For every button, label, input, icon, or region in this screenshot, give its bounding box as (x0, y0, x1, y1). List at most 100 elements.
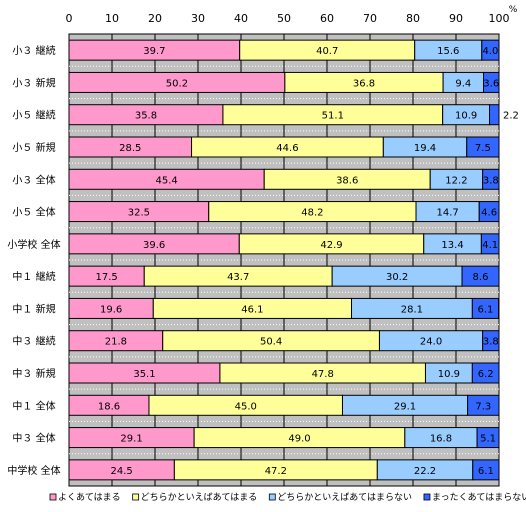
data-label: 29.1 (120, 434, 142, 445)
data-label: 43.7 (227, 272, 249, 283)
category-label: 小５ 全体 (12, 206, 55, 219)
bar-segment (476, 427, 500, 449)
bar-segment (466, 136, 500, 158)
bar-segment (489, 104, 500, 126)
data-label: 4.1 (482, 240, 498, 251)
data-label: 42.9 (320, 240, 342, 251)
data-label: 17.5 (95, 272, 117, 283)
data-label: 4.6 (481, 208, 497, 219)
bar-segment (471, 297, 500, 319)
bar-segment (480, 233, 500, 255)
data-label: 22.2 (414, 466, 436, 477)
data-label: 18.6 (98, 401, 120, 412)
x-tick-label: 60 (320, 12, 334, 25)
data-label: 6.1 (478, 466, 494, 477)
category-label: 中学校 全体 (7, 464, 60, 477)
category-label: 中１ 新規 (12, 302, 55, 315)
data-label: 9.4 (455, 78, 471, 89)
data-label: 32.5 (128, 208, 150, 219)
bar-segment (478, 201, 500, 223)
category-label: 中３ 全体 (12, 432, 55, 445)
data-label: 7.5 (475, 143, 491, 154)
data-label: 19.4 (414, 143, 436, 154)
x-tick-label: 20 (148, 12, 162, 25)
category-label: 中１ 全体 (12, 399, 55, 412)
data-label: 3.8 (483, 337, 499, 348)
data-label: 16.8 (430, 434, 452, 445)
data-label: 50.2 (166, 78, 188, 89)
category-label: 中１ 継続 (12, 270, 55, 283)
data-label: 39.7 (143, 46, 165, 57)
data-label: 3.6 (483, 78, 499, 89)
data-label: 8.6 (473, 272, 489, 283)
legend-swatch (423, 493, 431, 501)
category-label: 中３ 継続 (12, 335, 55, 348)
data-label: 4.0 (482, 46, 498, 57)
data-label: 19.6 (100, 304, 122, 315)
data-label: 36.8 (353, 78, 375, 89)
legend-label: よくあてはまる (58, 492, 121, 503)
legend-swatch (132, 493, 140, 501)
data-label: 6.2 (478, 369, 494, 380)
data-label: 44.6 (276, 143, 298, 154)
data-label: 38.6 (336, 175, 358, 186)
data-label: 47.2 (265, 466, 287, 477)
data-label: 28.5 (119, 143, 141, 154)
data-label: 12.2 (445, 175, 467, 186)
data-label: 35.8 (135, 111, 157, 122)
category-label: 小５ 継続 (12, 109, 55, 122)
legend-label: どちらかといえばあてはまらない (277, 492, 412, 503)
data-label: 48.2 (301, 208, 323, 219)
bar-segment (482, 168, 500, 190)
category-label: 中３ 新規 (12, 367, 55, 380)
data-label: 30.2 (386, 272, 408, 283)
data-label: 51.1 (322, 111, 344, 122)
unit-label: % (509, 5, 518, 15)
bar-segment (472, 459, 500, 481)
data-label: 35.1 (133, 369, 155, 380)
data-label: 47.8 (312, 369, 334, 380)
data-label: 15.6 (437, 46, 459, 57)
data-label: 45.0 (235, 401, 257, 412)
legend-swatch (268, 493, 276, 501)
x-tick-label: 0 (66, 12, 73, 25)
data-label: 7.3 (475, 401, 491, 412)
data-label: 21.8 (105, 337, 127, 348)
data-label: 5.1 (480, 434, 496, 445)
data-label: 24.0 (420, 337, 442, 348)
data-label: 46.1 (241, 304, 263, 315)
legend-swatch (49, 493, 57, 501)
data-label: 2.2 (503, 111, 519, 122)
data-label: 29.1 (394, 401, 416, 412)
data-label: 10.9 (438, 369, 460, 380)
data-label: 24.5 (111, 466, 133, 477)
bar-segment (467, 394, 500, 416)
bar-segment (481, 39, 500, 61)
bar-segment (461, 265, 500, 287)
data-label: 13.4 (441, 240, 463, 251)
data-label: 6.1 (478, 304, 494, 315)
x-tick-label: 100 (489, 12, 510, 25)
data-label: 10.9 (455, 111, 477, 122)
x-tick-label: 10 (105, 12, 119, 25)
bar-segment (483, 71, 500, 93)
legend-label: まったくあてはまらない (432, 492, 526, 503)
data-label: 49.0 (288, 434, 310, 445)
x-tick-label: 30 (191, 12, 205, 25)
x-tick-label: 80 (406, 12, 420, 25)
category-label: 小３ 継続 (12, 44, 55, 57)
category-label: 小３ 全体 (12, 173, 55, 186)
data-label: 14.7 (436, 208, 458, 219)
x-tick-label: 50 (277, 12, 291, 25)
data-label: 28.1 (401, 304, 423, 315)
data-label: 3.8 (483, 175, 499, 186)
x-tick-label: 90 (449, 12, 463, 25)
category-label: 小５ 新規 (12, 141, 55, 154)
x-tick-label: 40 (234, 12, 248, 25)
bar-segment (471, 362, 500, 384)
data-label: 45.4 (155, 175, 177, 186)
data-label: 39.6 (143, 240, 165, 251)
data-label: 50.4 (260, 337, 282, 348)
